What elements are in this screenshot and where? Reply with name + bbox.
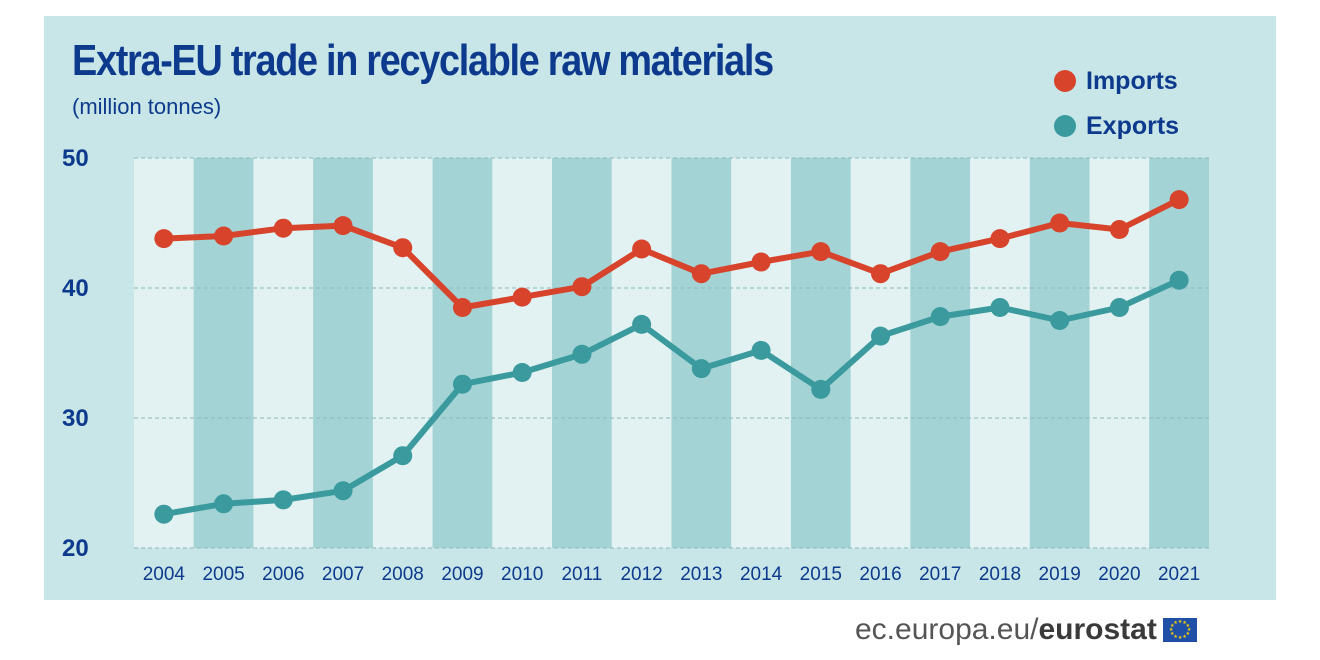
x-tick-label: 2013 [680, 564, 722, 585]
eu-flag-star-icon: ★ [1182, 620, 1187, 627]
imports-point [214, 226, 234, 246]
eu-flag-star-icon: ★ [1182, 633, 1187, 640]
imports-point [632, 239, 652, 259]
exports-point [1109, 298, 1129, 317]
column-band [372, 158, 433, 548]
footer-brand: eurostat [1038, 613, 1157, 646]
imports-point [1050, 213, 1070, 233]
column-band [790, 158, 851, 548]
exports-point [632, 314, 652, 334]
eu-flag-star-icon: ★ [1168, 627, 1174, 633]
exports-point [393, 446, 413, 466]
exports-point [811, 379, 831, 399]
eu-flag-star-icon: ★ [1186, 627, 1192, 633]
legend-label-exports: Exports [1086, 111, 1180, 140]
x-tick-label: 2004 [143, 564, 186, 585]
chart-title: Extra-EU trade in recyclable raw materia… [72, 36, 774, 85]
exports-point [154, 504, 174, 524]
column-band [611, 158, 672, 548]
chart-card: Extra-EU trade in recyclable raw materia… [44, 16, 1276, 600]
column-band [1149, 158, 1209, 548]
column-band [134, 158, 194, 548]
x-tick-label: 2019 [1039, 564, 1081, 585]
x-tick-label: 2020 [1098, 564, 1140, 585]
x-tick-label: 2016 [859, 564, 901, 585]
eu-flag-star-icon: ★ [1170, 631, 1175, 637]
imports-line [160, 196, 1183, 311]
x-tick-label: 2015 [800, 564, 842, 585]
exports-point [1169, 270, 1189, 290]
y-tick-label: 20 [62, 535, 89, 562]
line-chart: 50 40 30 20 2004 2005 2006 2007 2008 2009 2010 2011… [62, 145, 1211, 585]
column-band [193, 158, 254, 548]
y-tick-label: 50 [62, 145, 89, 172]
imports-point [393, 238, 413, 258]
imports-point [572, 277, 592, 297]
exports-point [333, 481, 353, 501]
x-tick-label: 2005 [202, 564, 244, 585]
imports-point [930, 242, 950, 262]
imports-point [512, 287, 532, 307]
imports-point [871, 264, 891, 284]
x-tick-label: 2007 [322, 564, 364, 585]
footer-site: ec.europa.eu/ [855, 613, 1039, 646]
exports-point [572, 344, 592, 364]
imports-point [1109, 220, 1129, 239]
y-tick-label: 40 [62, 275, 89, 302]
eu-flag-star-icon: ★ [1173, 633, 1178, 640]
x-tick-label: 2018 [979, 564, 1021, 585]
y-tick-label: 30 [62, 405, 89, 432]
exports-point [871, 326, 891, 346]
x-tick-label: 2009 [441, 564, 483, 585]
eu-flag-star-icon: ★ [1177, 635, 1183, 641]
x-tick-label: 2011 [561, 564, 602, 585]
imports-point [273, 218, 293, 238]
exports-point [452, 374, 472, 394]
imports-point [452, 298, 472, 317]
legend-item-imports: Imports [1054, 66, 1178, 96]
imports-point [154, 229, 174, 249]
exports-point [214, 494, 234, 514]
eu-flag-star-icon: ★ [1173, 620, 1178, 627]
legend-marker-imports [1054, 70, 1076, 92]
x-tick-label: 2012 [620, 564, 662, 585]
exports-point [1050, 311, 1070, 330]
legend-item-exports: Exports [1054, 111, 1179, 141]
imports-point [751, 252, 771, 272]
exports-point [751, 340, 771, 360]
imports-point [990, 229, 1010, 249]
x-tick-label: 2008 [382, 564, 424, 585]
footer: ec.europa.eu/eurostat ★ ★ ★ ★ ★ ★ ★ ★ ★ ★ ★ ★ [855, 612, 1197, 648]
x-tick-label: 2006 [262, 564, 304, 585]
chart-subtitle: (million tonnes) [72, 94, 222, 119]
x-tick-label: 2010 [501, 564, 543, 585]
exports-point [273, 490, 293, 510]
column-band [432, 158, 493, 548]
eu-flag-star-icon: ★ [1177, 619, 1183, 625]
x-tick-label: 2014 [740, 564, 783, 585]
imports-point [811, 242, 831, 262]
exports-line [160, 277, 1183, 518]
exports-point [930, 307, 950, 327]
column-band [910, 158, 971, 548]
eu-flag-icon: ★ ★ ★ ★ ★ ★ ★ ★ ★ ★ ★ ★ [1162, 618, 1197, 642]
x-tick-label: 2021 [1158, 564, 1200, 585]
eu-flag-star-icon: ★ [1170, 623, 1175, 629]
eu-flag-star-icon: ★ [1185, 623, 1191, 629]
column-band [253, 158, 314, 548]
exports-point [990, 298, 1010, 317]
x-tick-label: 2017 [919, 564, 961, 585]
exports-point [691, 359, 711, 379]
imports-point [333, 216, 353, 236]
imports-point [1169, 190, 1189, 210]
eu-flag-star-icon: ★ [1185, 631, 1191, 637]
column-band [970, 158, 1030, 548]
legend-label-imports: Imports [1086, 66, 1178, 95]
exports-point [512, 363, 532, 382]
column-band [492, 158, 553, 548]
legend-marker-exports [1054, 115, 1076, 137]
imports-point [691, 264, 711, 284]
